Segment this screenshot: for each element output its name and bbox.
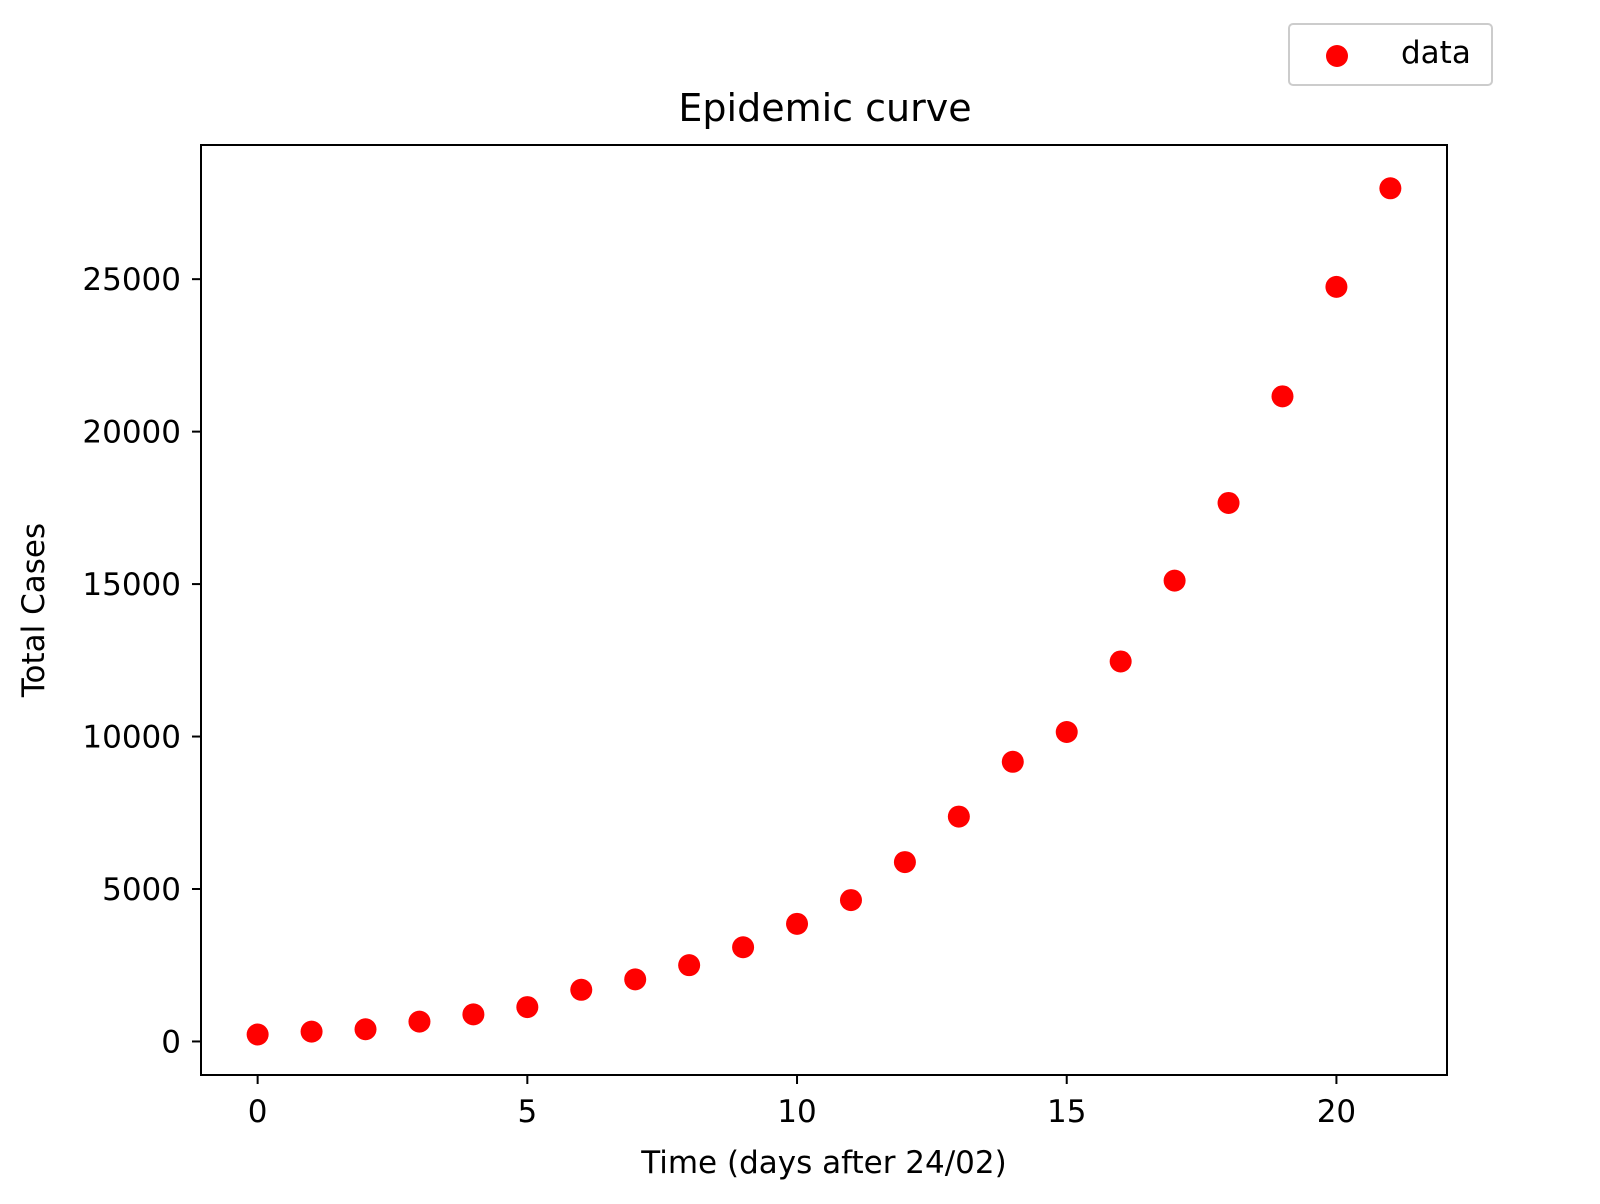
data-point (408, 1010, 431, 1033)
y-axis-label: Total Cases (16, 523, 52, 698)
plot-area-frame (200, 144, 1448, 1076)
data-point (246, 1023, 269, 1046)
data-point (1217, 491, 1240, 514)
data-point (1109, 650, 1132, 673)
legend-marker (1326, 45, 1348, 67)
y-tick-label: 0 (161, 1024, 181, 1060)
data-points (246, 177, 1402, 1046)
data-point (1055, 720, 1078, 743)
data-point (1325, 275, 1348, 298)
y-tick-label: 20000 (82, 415, 181, 451)
data-point (947, 805, 970, 828)
data-point (354, 1018, 377, 1041)
data-point (678, 954, 701, 977)
legend: data (1288, 23, 1493, 86)
data-point (1163, 569, 1186, 592)
x-tick-label: 10 (777, 1094, 816, 1130)
x-tick-label: 20 (1317, 1094, 1356, 1130)
legend-label: data (1401, 35, 1471, 71)
y-tick-label: 5000 (102, 872, 181, 908)
x-tick-label: 0 (248, 1094, 268, 1130)
y-tick-label: 15000 (82, 567, 181, 603)
x-axis-label: Time (days after 24/02) (640, 1145, 1006, 1181)
data-point (624, 968, 647, 991)
data-point (839, 889, 862, 912)
chart-title: Epidemic curve (678, 86, 971, 130)
data-point (516, 996, 539, 1019)
x-axis-ticks: 0 5 10 15 20 (248, 1075, 1356, 1130)
y-tick-label: 25000 (82, 262, 181, 298)
x-tick-label: 15 (1047, 1094, 1086, 1130)
data-point (893, 851, 916, 874)
data-point (786, 912, 809, 935)
data-point (1001, 750, 1024, 773)
y-tick-label: 10000 (82, 720, 181, 756)
data-point (732, 936, 755, 959)
y-axis-ticks: 0 5000 10000 15000 20000 25000 (82, 262, 201, 1060)
data-point (462, 1003, 485, 1026)
data-point (570, 978, 593, 1001)
data-point (300, 1020, 323, 1043)
data-point (1271, 385, 1294, 408)
x-tick-label: 5 (517, 1094, 537, 1130)
data-point (1379, 177, 1402, 200)
legend-box (1288, 23, 1493, 86)
